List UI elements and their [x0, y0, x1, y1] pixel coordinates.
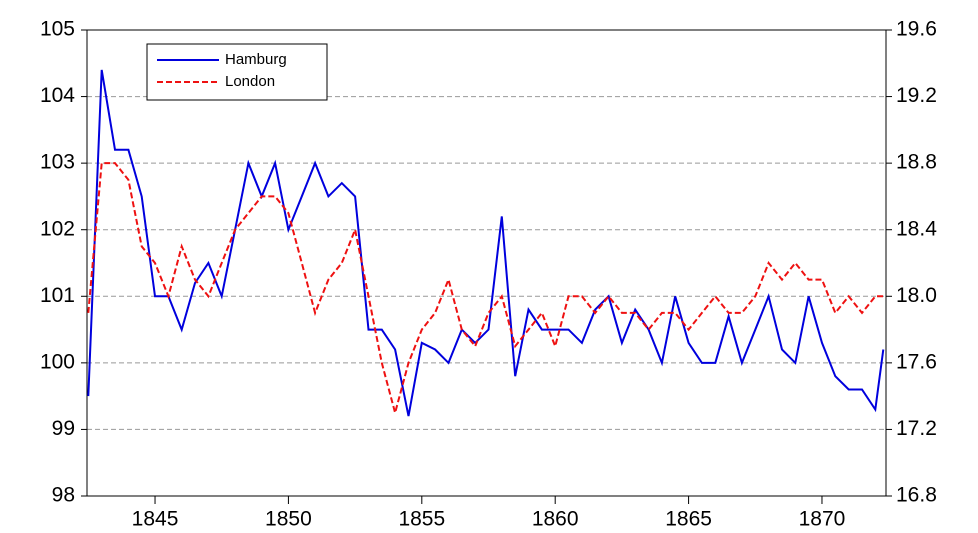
- x-tick-label: 1865: [665, 508, 712, 531]
- plot-frame: [86, 29, 887, 497]
- y-tick-label: 104: [40, 84, 75, 107]
- x-tick-label: 1845: [132, 508, 179, 531]
- x-tick-label: 1850: [265, 508, 312, 531]
- y-tick-label: 101: [40, 284, 75, 307]
- y2-tick-label: 19.2: [896, 84, 937, 107]
- y-tick-label: 103: [40, 151, 75, 174]
- y-tick-label: 102: [40, 217, 75, 240]
- x-tick-label: 1855: [398, 508, 445, 531]
- y2-tick-label: 18.0: [896, 284, 937, 307]
- y2-tick-label: 18.4: [896, 217, 937, 240]
- x-tick-label: 1860: [532, 508, 579, 531]
- legend-box: [146, 43, 328, 101]
- y-tick-label: 99: [52, 417, 75, 440]
- series-line: [87, 162, 884, 417]
- y2-tick-label: 19.6: [896, 18, 937, 41]
- x-tick-label: 1870: [799, 508, 846, 531]
- y2-tick-label: 16.8: [896, 484, 937, 507]
- series-line: [87, 69, 885, 417]
- y2-tick-label: 17.6: [896, 350, 937, 373]
- y-tick-label: 105: [40, 18, 75, 41]
- y-tick-label: 98: [52, 484, 75, 507]
- y2-tick-label: 18.8: [896, 151, 937, 174]
- legend-label: London: [225, 73, 275, 90]
- y2-tick-label: 17.2: [896, 417, 937, 440]
- y-tick-label: 100: [40, 350, 75, 373]
- legend-label: Hamburg: [225, 51, 287, 68]
